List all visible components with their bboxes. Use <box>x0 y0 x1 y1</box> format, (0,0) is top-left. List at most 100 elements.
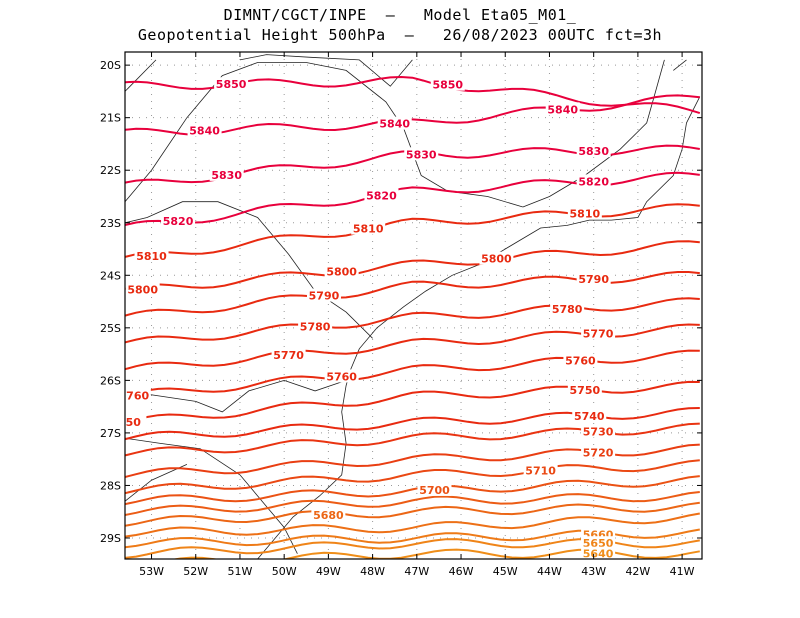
contour-label: 5830 <box>211 169 242 182</box>
lat-tick-label: 20S <box>100 59 121 72</box>
contour-5780 <box>125 297 700 344</box>
contour-label: 5820 <box>163 215 194 228</box>
contour-5750 <box>125 380 700 424</box>
contour-label: 5770 <box>583 328 614 341</box>
lon-tick-label: 50W <box>272 565 297 578</box>
contour-label-bg <box>404 147 439 161</box>
contour-label-bg <box>214 77 249 91</box>
contour-label-bg <box>324 369 359 383</box>
contour-label-bg <box>134 249 169 263</box>
contour-label-bg <box>364 188 399 202</box>
contour-5690 <box>125 491 700 516</box>
border-line <box>125 201 373 339</box>
contour-5790 <box>125 271 700 317</box>
chart-title-line2: Geopotential Height 500hPa – 26/08/2023 … <box>137 26 663 44</box>
border-line <box>125 379 347 413</box>
contour-label-bg <box>306 288 341 302</box>
border-line <box>125 464 188 502</box>
border-line <box>125 59 157 92</box>
contour-5810 <box>125 203 700 258</box>
contour-label-bg <box>581 445 616 459</box>
contour-label: 5760 <box>565 355 596 368</box>
contour-label: 5760 <box>326 370 357 383</box>
border-line <box>673 59 687 71</box>
lat-tick-label: 26S <box>100 374 121 387</box>
contour-label-bg <box>298 319 333 333</box>
contour-label: 5790 <box>309 290 340 303</box>
lat-tick-label: 22S <box>100 164 121 177</box>
contour-label: 5680 <box>313 509 344 522</box>
contour-label-bg <box>581 326 616 340</box>
contour-label: 750 <box>118 416 141 429</box>
contour-label-bg <box>271 347 306 361</box>
contour-label: 5800 <box>481 253 512 266</box>
lon-tick-label: 46W <box>449 565 474 578</box>
contour-label-bg <box>417 482 452 496</box>
contour-label: 5830 <box>578 145 609 158</box>
contour-label-bg <box>576 144 611 158</box>
contour-label-bg <box>550 301 585 315</box>
lon-tick-label: 51W <box>228 565 253 578</box>
contour-label-bg <box>187 123 222 137</box>
border-line <box>239 54 413 87</box>
contour-label-bg <box>567 382 602 396</box>
lon-tick-label: 48W <box>360 565 385 578</box>
contour-5760 <box>125 349 700 397</box>
contour-label: 5780 <box>300 320 331 333</box>
lat-tick-label: 28S <box>100 479 121 492</box>
contour-label: 5760 <box>119 389 150 402</box>
contour-label: 5720 <box>583 446 614 459</box>
contour-label: 5770 <box>273 349 304 362</box>
lat-tick-label: 21S <box>100 112 121 125</box>
contour-label-bg <box>125 414 147 428</box>
lon-tick-label: 49W <box>316 565 341 578</box>
contour-label-bg <box>161 214 196 228</box>
contour-label: 5830 <box>406 148 437 161</box>
lon-tick-label: 42W <box>625 565 650 578</box>
lat-tick-label: 29S <box>100 532 121 545</box>
contour-label: 5810 <box>570 207 601 220</box>
contour-label: 5790 <box>578 273 609 286</box>
contour-label-bg <box>572 408 607 422</box>
contour-label-bg <box>351 221 386 235</box>
map-frame <box>124 51 703 560</box>
contour-5800 <box>125 240 700 290</box>
contour-5670 <box>125 512 700 538</box>
contour-label-bg <box>430 77 465 91</box>
contour-label-bg <box>125 282 160 296</box>
contour-label: 5700 <box>419 484 450 497</box>
contour-label: 5840 <box>379 118 410 131</box>
contour-label: 5750 <box>570 384 601 397</box>
chart-title-line1: DIMNT/CGCT/INPE – Model Eta05_M01_ <box>223 6 577 24</box>
contour-label: 5850 <box>432 79 463 92</box>
axis-ticks: 20S 21S 22S 23S 24S 25S 26S 27S 28S 29S 53W 52W 51W 5… <box>100 52 702 578</box>
contour-label-bg <box>311 507 346 521</box>
contour-label-bg <box>576 174 611 188</box>
border-line <box>522 59 665 208</box>
contour-label-bg <box>567 206 602 220</box>
lon-tick-label: 52W <box>183 565 208 578</box>
contour-label: 5780 <box>552 303 583 316</box>
contour-label: 5840 <box>547 103 578 116</box>
contour-label-bg <box>581 536 616 550</box>
contour-label: 5810 <box>353 223 384 236</box>
contour-5710 <box>125 459 700 495</box>
contour-label-bg <box>324 264 359 278</box>
lon-tick-label: 47W <box>404 565 429 578</box>
contour-label: 5740 <box>574 410 605 423</box>
contour-label: 5820 <box>366 189 397 202</box>
lon-tick-label: 45W <box>493 565 518 578</box>
contour-label: 5800 <box>127 283 158 296</box>
lat-tick-label: 25S <box>100 322 121 335</box>
contour-label-bg <box>581 424 616 438</box>
lon-tick-label: 41W <box>670 565 695 578</box>
lat-tick-label: 23S <box>100 217 121 230</box>
contour-label-bg <box>545 102 580 116</box>
contour-label: 5810 <box>136 250 167 263</box>
lon-tick-label: 43W <box>581 565 606 578</box>
contour-label-bg <box>523 463 558 477</box>
contour-5680 <box>125 501 700 527</box>
contour-label-bg <box>209 167 244 181</box>
contour-label: 5640 <box>583 548 614 561</box>
